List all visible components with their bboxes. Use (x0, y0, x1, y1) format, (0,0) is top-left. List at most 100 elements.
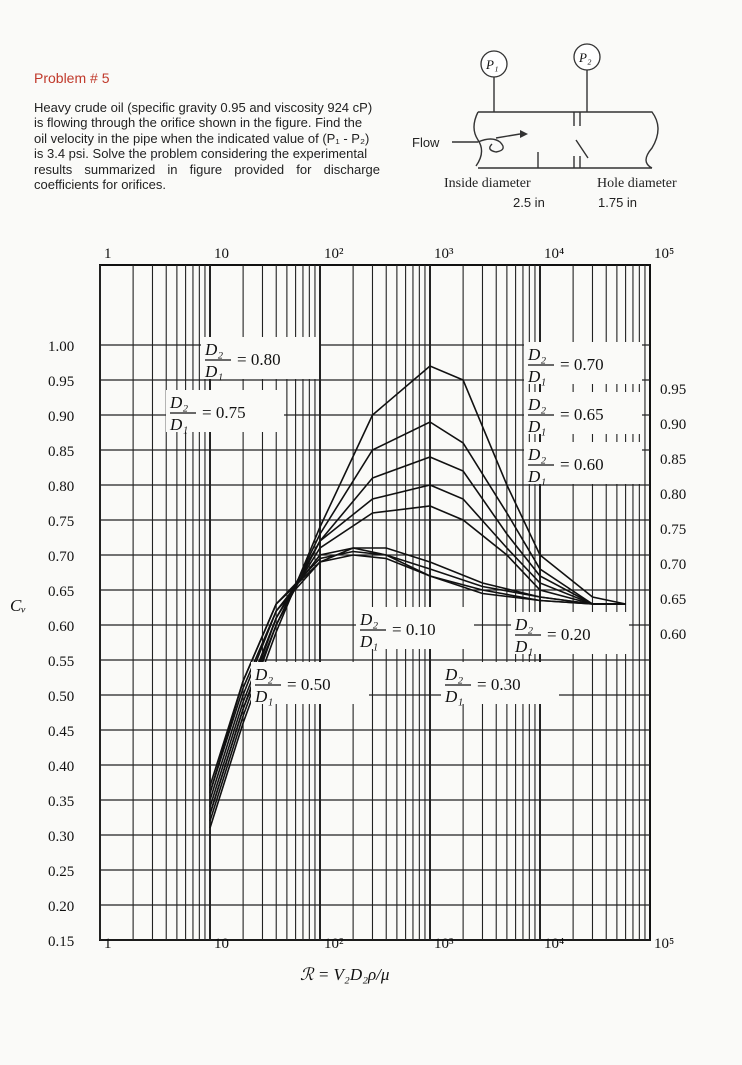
y-tick-label-left: 0.40 (48, 759, 74, 775)
annotation-d2: D₂ (254, 665, 273, 684)
curve-d2-d1-0-10 (209, 554, 626, 787)
y-tick-label-left: 0.90 (48, 409, 74, 425)
annotation-d1: D₁ (254, 687, 273, 706)
y-tick-label-left: 0.35 (48, 794, 74, 810)
annotation-ratio-value: = 0.75 (202, 403, 246, 422)
annotation-ratio-value: = 0.20 (547, 625, 591, 644)
problem-line: is flowing through the orifice shown in … (34, 115, 363, 131)
y-tick-label-right: 0.60 (660, 627, 686, 643)
problem-line: coefficients for orifices. (34, 177, 166, 193)
annotation-ratio-value: = 0.30 (477, 675, 521, 694)
annotation-d1: D₁ (204, 362, 223, 381)
problem-line: results summarized in figure provided fo… (34, 161, 380, 177)
annotation-d1: D₁ (169, 415, 188, 434)
pipe-outline (478, 111, 659, 169)
p1-gauge (480, 50, 508, 78)
y-tick-label-right: 0.95 (660, 382, 686, 398)
y-tick-label-left: 0.15 (48, 934, 74, 950)
annotation-d1: D₁ (359, 632, 378, 651)
problem-title: Problem # 5 (34, 70, 110, 86)
y-tick-label-left: 0.95 (48, 374, 74, 390)
annotation-background (201, 337, 319, 379)
annotation-d1: D₁ (527, 417, 546, 436)
y-tick-label-right: 0.85 (660, 452, 686, 468)
curve-d2-d1-0-75 (209, 421, 626, 822)
annotation-background (356, 607, 474, 649)
y-axis-label: Cᵥ (10, 596, 26, 615)
x-tick-label-bottom: 10⁴ (544, 936, 564, 952)
annotation-d2: D₂ (514, 615, 533, 634)
problem-statement: Heavy crude oil (specific gravity 0.95 a… (34, 100, 380, 192)
annotation-background (524, 442, 642, 484)
x-tick-label-top: 10⁵ (654, 246, 674, 262)
y-tick-label-left: 0.60 (48, 619, 74, 635)
hole-diameter-value: 1.75 in (598, 195, 638, 210)
x-tick-label-bottom: 1 (104, 936, 112, 952)
y-tick-label-left: 0.55 (48, 654, 74, 670)
y-tick-label-left: 0.20 (48, 899, 74, 915)
flow-label: Flow (412, 135, 440, 150)
x-tick-label-bottom: 10³ (434, 936, 454, 952)
inner-flow-arrow (495, 133, 521, 139)
annotation-background (251, 662, 369, 704)
y-tick-label-left: 0.80 (48, 479, 74, 495)
annotation-background (524, 392, 642, 434)
annotation-d2: D₂ (169, 393, 188, 412)
inner-flow-arrowhead (520, 130, 528, 138)
annotation-d2: D₂ (444, 665, 463, 684)
annotation-d1: D₁ (527, 367, 546, 386)
x-tick-label-top: 1 (104, 246, 112, 262)
y-tick-label-right: 0.75 (660, 522, 686, 538)
pipe-left-end (473, 111, 483, 167)
y-tick-label-left: 0.30 (48, 829, 74, 845)
annotation-ratio-value: = 0.10 (392, 620, 436, 639)
orifice-plate (573, 112, 581, 168)
x-axis-label: ℛ = V₂D₂ρ/μ (300, 965, 389, 984)
chart-series (209, 365, 626, 829)
curve-d2-d1-0-65 (209, 484, 626, 815)
y-tick-label-left: 0.25 (48, 864, 74, 880)
y-tick-label-left: 1.00 (48, 339, 74, 355)
y-tick-label-left: 0.85 (48, 444, 74, 460)
annotation-d2: D₂ (527, 395, 546, 414)
annotation-ratio-value: = 0.65 (560, 405, 604, 424)
annotation-background (511, 612, 629, 654)
annotation-d2: D₂ (527, 445, 546, 464)
inside-diameter-value: 2.5 in (513, 195, 545, 210)
annotation-d2: D₂ (359, 610, 378, 629)
y-tick-label-right: 0.80 (660, 487, 686, 503)
x-tick-label-bottom: 10 (214, 936, 229, 952)
p2-label: P₂ (578, 50, 592, 65)
y-tick-label-left: 0.75 (48, 514, 74, 530)
curve-d2-d1-0-60 (209, 505, 626, 808)
annotation-ratio-value: = 0.60 (560, 455, 604, 474)
annotation-background (441, 662, 559, 704)
annotation-d1: D₁ (514, 637, 533, 656)
x-tick-label-top: 10² (324, 246, 344, 262)
y-tick-label-right: 0.90 (660, 417, 686, 433)
annotation-ratio-value: = 0.50 (287, 675, 331, 694)
problem-line: Heavy crude oil (specific gravity 0.95 a… (34, 100, 373, 115)
annotation-d2: D₂ (204, 340, 223, 359)
inside-diameter-label: Inside diameter (444, 176, 531, 191)
p1-label: P₁ (485, 57, 498, 72)
orifice-diagram: P₁ P₂ (452, 43, 659, 169)
problem-line: is 3.4 psi. Solve the problem considerin… (34, 146, 368, 162)
x-tick-label-bottom: 10² (324, 936, 344, 952)
y-tick-label-right: 0.70 (660, 557, 686, 573)
problem-line: oil velocity in the pipe when the indica… (34, 130, 370, 146)
p2-gauge (573, 43, 601, 71)
y-tick-label-left: 0.45 (48, 724, 74, 740)
y-tick-label-left: 0.70 (48, 549, 74, 565)
curve-d2-d1-0-70 (209, 456, 626, 815)
chart-annotations: D₂ D₁ = 0.80 D₂ D₁ = 0.75 D₂ D₁ = 0.70 D₂ D₁ = 0.65… (166, 337, 642, 706)
annotation-d1: D₁ (444, 687, 463, 706)
y-tick-label-left: 0.50 (48, 689, 74, 705)
annotation-ratio-value: = 0.80 (237, 350, 281, 369)
hole-arrow (575, 139, 589, 159)
y-tick-label-right: 0.65 (660, 592, 686, 608)
y-tick-label-left: 0.65 (48, 584, 74, 600)
annotation-ratio-value: = 0.70 (560, 355, 604, 374)
x-tick-label-top: 10 (214, 246, 229, 262)
